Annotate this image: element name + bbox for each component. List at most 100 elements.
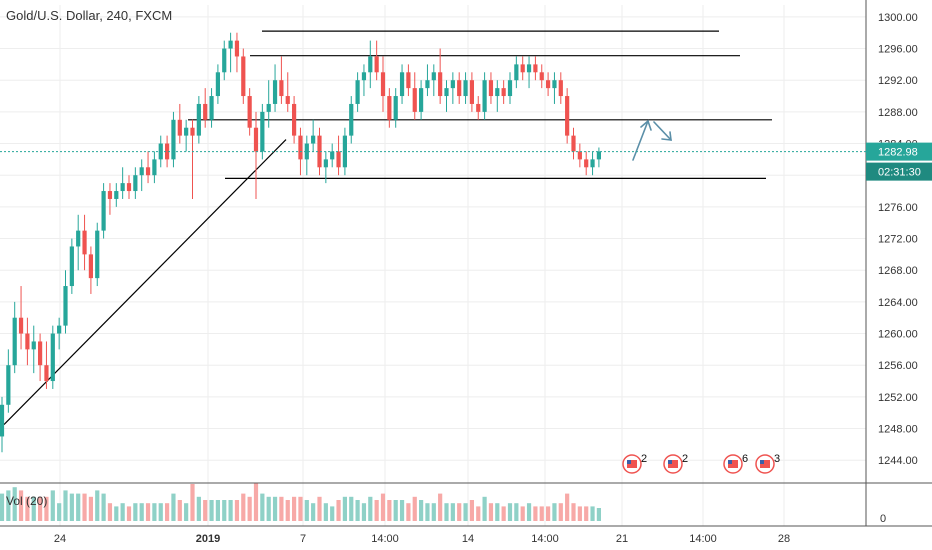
countdown-label: 02:31:30	[878, 167, 921, 179]
volume-bar	[171, 493, 176, 521]
us-flag-event-icon[interactable]: 2	[663, 453, 688, 474]
volume-bar	[266, 496, 271, 521]
candle-body	[526, 64, 532, 73]
event-count: 6	[742, 453, 748, 465]
candle-body	[25, 333, 30, 350]
candle-body	[577, 151, 582, 160]
volume-bar	[368, 496, 373, 521]
candle-body	[209, 96, 214, 120]
volume-bar	[145, 503, 151, 521]
volume-bar	[158, 503, 163, 521]
us-flag-event-icon[interactable]: 3	[755, 453, 780, 474]
volume-bar	[438, 493, 443, 521]
volume-bar	[552, 503, 557, 521]
candle-body	[387, 96, 392, 120]
flag-canton	[627, 460, 631, 464]
volume-bar	[190, 484, 195, 521]
candle-body	[215, 72, 220, 97]
volume-bar	[546, 506, 551, 521]
volume-bar	[88, 496, 93, 521]
candle-body	[63, 286, 68, 326]
volume-bar	[488, 503, 494, 521]
time-tick-label: 2019	[196, 533, 220, 545]
volume-bar	[222, 500, 227, 521]
volume-bar	[25, 496, 30, 521]
volume-bar	[44, 496, 49, 521]
candle-body	[450, 80, 455, 89]
volume-bar	[292, 496, 297, 521]
candle-body	[463, 80, 468, 97]
volume-bar	[412, 496, 417, 521]
horizontal-levels	[188, 30, 772, 179]
candle-body	[196, 103, 201, 136]
candle-body	[18, 317, 24, 334]
volume-bar	[63, 490, 68, 521]
candle-body	[95, 230, 100, 279]
volume-bar	[399, 500, 405, 521]
candle-body	[88, 254, 93, 279]
candle-body	[82, 230, 87, 255]
volume-bar	[444, 503, 449, 521]
candle-body	[69, 246, 74, 287]
volume-bar	[50, 490, 55, 521]
candle-body	[120, 183, 125, 192]
event-markers[interactable]: 2 2 6 3	[622, 453, 780, 474]
candle-body	[368, 56, 373, 73]
candle-body	[571, 135, 576, 152]
volume-bar	[590, 506, 595, 521]
volume-bar	[431, 503, 436, 521]
candle-body	[190, 127, 195, 136]
projection-arrows	[632, 119, 672, 161]
volume-bar	[507, 503, 513, 521]
us-flag-event-icon[interactable]: 6	[723, 453, 748, 474]
price-tick-label: 1288.00	[878, 107, 918, 119]
candle-body	[228, 40, 233, 49]
candle-body	[406, 72, 411, 89]
volume-bar	[152, 503, 157, 521]
candle-body	[374, 56, 379, 73]
candle-body	[476, 103, 481, 112]
volume-bar	[336, 500, 341, 521]
volume-bar	[76, 493, 81, 521]
candle-body	[336, 151, 341, 168]
price-tick-label: 1296.00	[878, 44, 918, 56]
price-tick-label: 1256.00	[878, 360, 918, 372]
flag-stripes	[728, 460, 738, 468]
volume-bar	[203, 500, 208, 521]
up-arrow-head	[640, 119, 652, 131]
volume-bar	[69, 493, 74, 521]
candle-body	[272, 80, 278, 104]
volume-bar	[419, 500, 424, 521]
countdown-box	[866, 162, 932, 181]
candle-body	[44, 365, 49, 382]
volume-bar	[215, 500, 220, 521]
candlestick-series	[0, 32, 601, 453]
candle-body	[507, 80, 513, 97]
candle-body	[203, 103, 208, 120]
candle-body	[279, 80, 284, 97]
volume-bar	[304, 500, 309, 521]
candle-body	[469, 80, 474, 104]
volume-bar	[349, 496, 354, 521]
down-arrow-head	[661, 131, 672, 141]
volume-bar	[82, 493, 87, 521]
time-tick-label: 14	[462, 533, 474, 545]
candle-body	[222, 48, 227, 73]
price-tick-label: 1272.00	[878, 234, 918, 246]
us-flag-event-icon[interactable]: 2	[622, 453, 647, 474]
volume-bar	[323, 503, 328, 521]
time-tick-label: 7	[300, 533, 306, 545]
time-tick-label: 14:00	[689, 533, 717, 545]
candle-body	[330, 151, 335, 160]
volume-bar	[425, 503, 430, 521]
volume-bar	[0, 493, 5, 521]
candle-body	[241, 56, 246, 97]
flag-stripes	[627, 460, 637, 468]
candle-body	[584, 159, 589, 168]
candle-body	[565, 96, 570, 136]
volume-bar	[406, 503, 411, 521]
candle-body	[323, 159, 328, 168]
current-price-tag: 1282.98 02:31:30	[0, 142, 932, 181]
volume-bar	[596, 508, 601, 521]
